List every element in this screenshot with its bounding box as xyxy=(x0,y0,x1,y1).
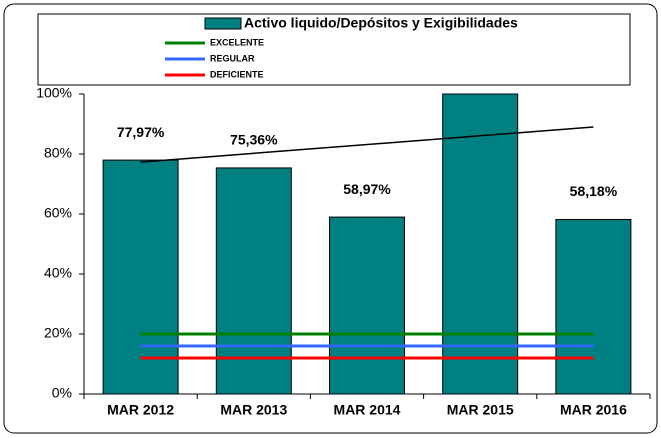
bar xyxy=(329,216,405,395)
x-tick-label: MAR 2013 xyxy=(220,402,287,418)
y-tick-label: 100% xyxy=(36,85,72,101)
bar xyxy=(555,218,632,395)
x-tick-label: MAR 2016 xyxy=(560,402,627,418)
legend-label: DEFICIENTE xyxy=(210,69,264,79)
data-label: 75,36% xyxy=(230,132,278,148)
data-label: 58,18% xyxy=(570,183,618,199)
x-tick-label: MAR 2014 xyxy=(334,402,401,418)
trendline xyxy=(140,126,594,163)
bar xyxy=(442,93,519,395)
legend-label: EXCELENTE xyxy=(210,37,264,47)
y-tick-label: 0% xyxy=(52,385,72,401)
x-tick-label: MAR 2015 xyxy=(447,402,514,418)
y-tick-label: 60% xyxy=(44,205,72,221)
data-label: 58,97% xyxy=(343,181,391,197)
data-label: 77,97% xyxy=(117,124,165,140)
y-tick-label: 40% xyxy=(44,265,72,281)
legend-swatch xyxy=(204,17,242,30)
bar xyxy=(215,167,292,395)
legend-box xyxy=(37,13,631,86)
y-tick-label: 20% xyxy=(44,325,72,341)
legend-label: REGULAR xyxy=(210,53,255,63)
y-tick-label: 80% xyxy=(44,145,72,161)
x-tick-label: MAR 2012 xyxy=(107,402,174,418)
legend-label: Activo liquido/Depósitos y Exigibilidade… xyxy=(244,15,518,31)
